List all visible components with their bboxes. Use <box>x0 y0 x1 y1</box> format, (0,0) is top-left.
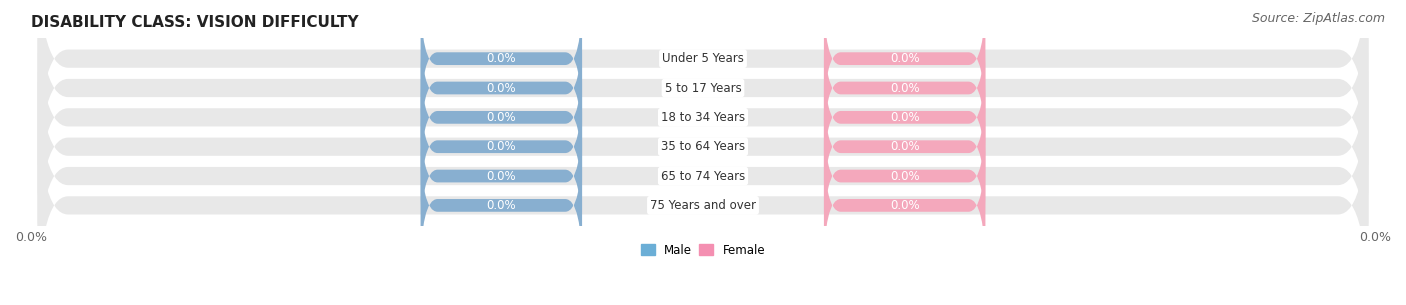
FancyBboxPatch shape <box>824 0 986 126</box>
FancyBboxPatch shape <box>38 53 1368 299</box>
Text: 0.0%: 0.0% <box>486 140 516 153</box>
Text: 0.0%: 0.0% <box>486 199 516 212</box>
Text: 0.0%: 0.0% <box>890 52 920 65</box>
FancyBboxPatch shape <box>38 0 1368 211</box>
Text: 0.0%: 0.0% <box>486 111 516 124</box>
FancyBboxPatch shape <box>420 50 582 184</box>
FancyBboxPatch shape <box>38 24 1368 270</box>
FancyBboxPatch shape <box>420 21 582 155</box>
Text: Source: ZipAtlas.com: Source: ZipAtlas.com <box>1251 12 1385 25</box>
FancyBboxPatch shape <box>824 21 986 155</box>
Text: 5 to 17 Years: 5 to 17 Years <box>665 81 741 95</box>
Text: Under 5 Years: Under 5 Years <box>662 52 744 65</box>
FancyBboxPatch shape <box>420 138 582 272</box>
FancyBboxPatch shape <box>420 80 582 214</box>
Text: 0.0%: 0.0% <box>486 81 516 95</box>
Text: 18 to 34 Years: 18 to 34 Years <box>661 111 745 124</box>
FancyBboxPatch shape <box>420 109 582 243</box>
Text: 0.0%: 0.0% <box>890 111 920 124</box>
FancyBboxPatch shape <box>824 109 986 243</box>
Text: 0.0%: 0.0% <box>890 140 920 153</box>
FancyBboxPatch shape <box>824 80 986 214</box>
Text: 0.0%: 0.0% <box>486 170 516 183</box>
FancyBboxPatch shape <box>824 138 986 272</box>
Legend: Male, Female: Male, Female <box>636 239 770 261</box>
Text: 35 to 64 Years: 35 to 64 Years <box>661 140 745 153</box>
Text: 75 Years and over: 75 Years and over <box>650 199 756 212</box>
Text: 0.0%: 0.0% <box>890 199 920 212</box>
Text: 0.0%: 0.0% <box>890 170 920 183</box>
FancyBboxPatch shape <box>38 0 1368 240</box>
Text: 0.0%: 0.0% <box>486 52 516 65</box>
Text: 65 to 74 Years: 65 to 74 Years <box>661 170 745 183</box>
Text: DISABILITY CLASS: VISION DIFFICULTY: DISABILITY CLASS: VISION DIFFICULTY <box>31 15 359 30</box>
FancyBboxPatch shape <box>824 50 986 184</box>
Text: 0.0%: 0.0% <box>890 81 920 95</box>
FancyBboxPatch shape <box>420 0 582 126</box>
FancyBboxPatch shape <box>38 82 1368 305</box>
FancyBboxPatch shape <box>38 0 1368 181</box>
